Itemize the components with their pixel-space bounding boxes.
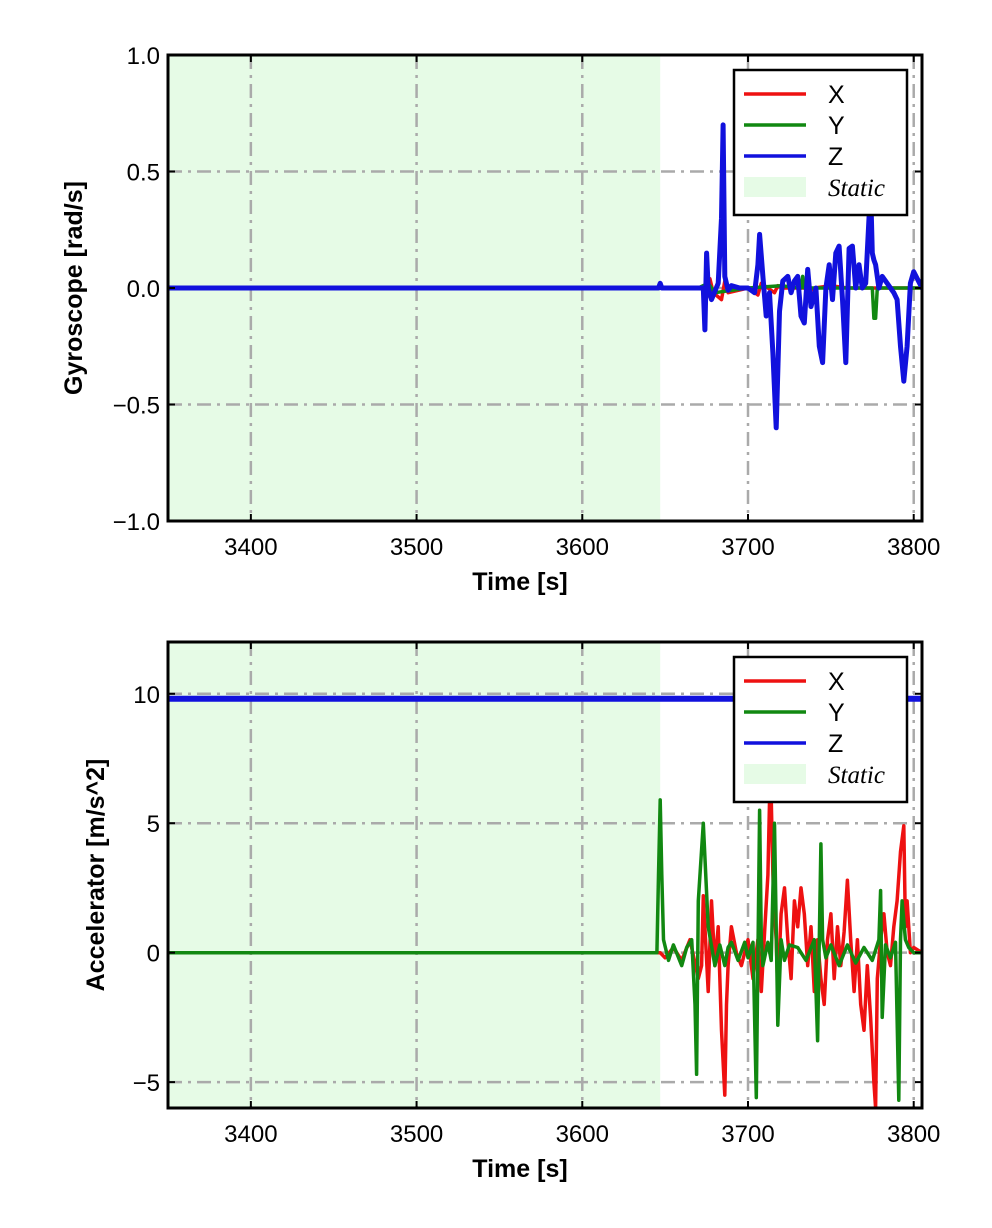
gyro-xtick-label: 3500 — [390, 534, 443, 561]
gyro-chart: 3400 3500 3600 3700 3800 −1.0 −0.5 0.0 0.5 1.0 Tim… — [60, 43, 940, 596]
accel-series-y — [168, 798, 922, 1102]
accel-chart: 3400 3500 3600 3700 3800 −5 0 5 10 Time [s] Accele… — [82, 640, 940, 1183]
gyro-legend-label-static: Static — [828, 175, 885, 202]
accel-xtick-label: 3400 — [224, 1121, 277, 1148]
gyro-xtick-label: 3400 — [224, 534, 277, 561]
accel-legend: XYZ Static — [732, 655, 909, 804]
accel-ylabel: Accelerator [m/s^2] — [82, 759, 110, 992]
accel-ytick-label: −5 — [133, 1070, 160, 1097]
accel-legend-label-x: X — [828, 668, 845, 696]
gyro-xtick-label: 3600 — [556, 534, 609, 561]
accel-legend-swatch-static — [744, 764, 806, 784]
gyro-xtick-label: 3700 — [721, 534, 774, 561]
gyro-ytick-label: 0.5 — [127, 160, 160, 187]
accel-xtick-label: 3600 — [556, 1121, 609, 1148]
accel-static-region — [168, 642, 661, 1108]
accel-xtick-label: 3500 — [390, 1121, 443, 1148]
accel-legend-label-y: Y — [828, 699, 845, 727]
accel-legend-label-z: Z — [828, 730, 843, 758]
accel-xtick-label: 3800 — [887, 1121, 940, 1148]
gyro-series-y — [168, 274, 922, 321]
gyro-xlabel: Time [s] — [472, 568, 567, 596]
gyro-legend-label-y: Y — [828, 112, 845, 140]
gyro-legend: XYZ Static — [732, 68, 909, 217]
gyro-ytick-label: −1.0 — [113, 509, 160, 536]
accel-ytick-label: 10 — [133, 682, 160, 709]
gyro-ylabel: Gyroscope [rad/s] — [60, 181, 88, 395]
accel-axes-frame — [166, 640, 924, 1110]
accel-xtick-label: 3700 — [721, 1121, 774, 1148]
accel-ytick-label: 5 — [147, 811, 160, 838]
gyro-ytick-label: 0.0 — [127, 276, 160, 303]
gyro-legend-label-z: Z — [828, 143, 843, 171]
gyro-legend-label-x: X — [828, 81, 845, 109]
gyro-ytick-label: 1.0 — [127, 43, 160, 70]
accel-legend-label-static: Static — [828, 762, 885, 789]
accel-ytick-label: 0 — [147, 941, 160, 968]
gyro-series-z — [168, 122, 922, 431]
gyro-xtick-label: 3800 — [887, 534, 940, 561]
gyro-series-group — [168, 122, 922, 431]
gyro-legend-swatch-static — [744, 177, 806, 197]
accel-xlabel: Time [s] — [472, 1155, 567, 1183]
accel-series-x — [168, 795, 922, 1108]
gyro-ytick-label: −0.5 — [113, 393, 160, 420]
